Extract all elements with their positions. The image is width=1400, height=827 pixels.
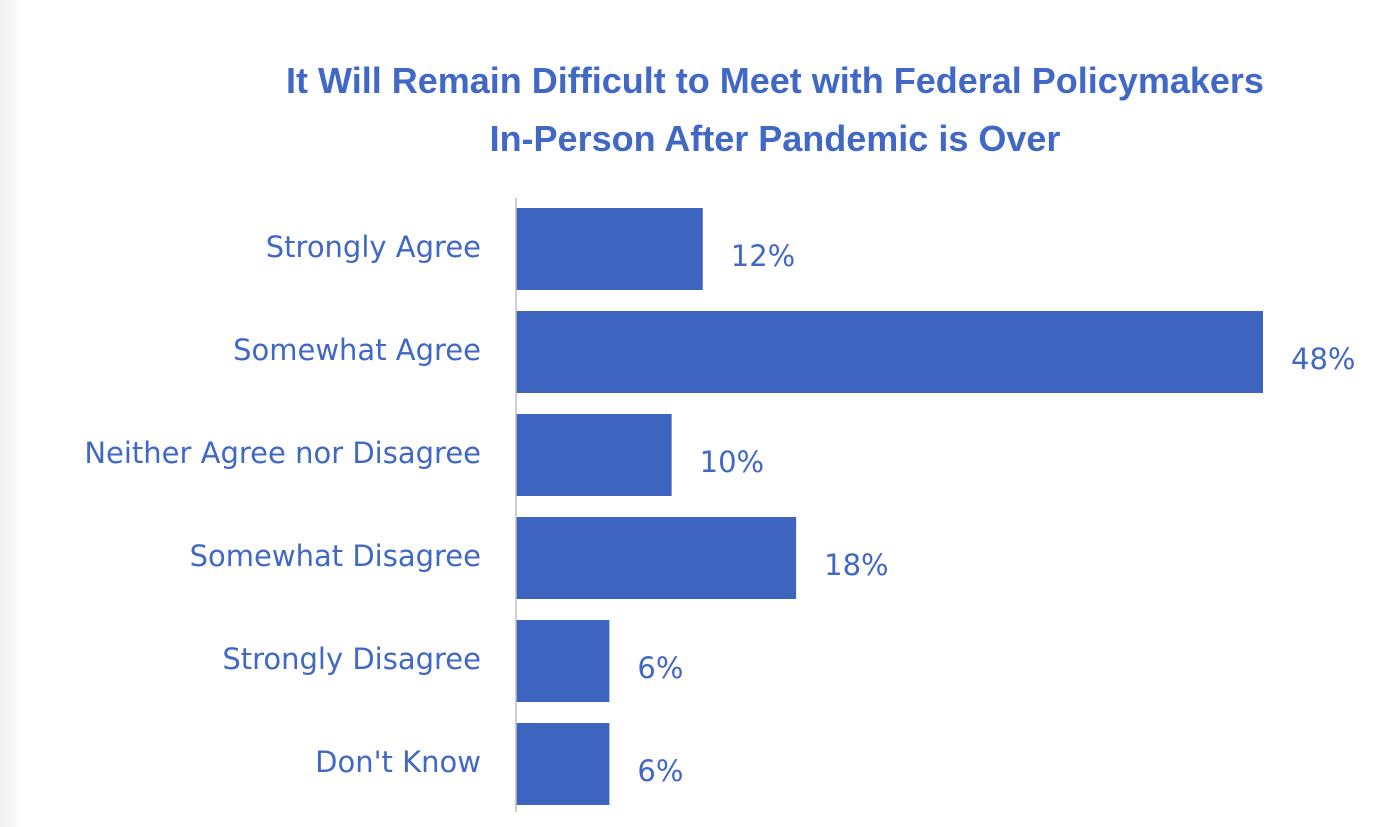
category-label: Somewhat Agree bbox=[233, 333, 481, 367]
category-label: Don't Know bbox=[315, 745, 481, 779]
chart-title-line-1: It Will Remain Difficult to Meet with Fe… bbox=[286, 60, 1264, 101]
category-label: Somewhat Disagree bbox=[190, 539, 481, 573]
chart-title-line-2: In-Person After Pandemic is Over bbox=[489, 118, 1061, 159]
category-label: Neither Agree nor Disagree bbox=[84, 436, 481, 470]
bar-4 bbox=[516, 620, 610, 702]
value-label: 48% bbox=[1291, 342, 1355, 376]
bar-1 bbox=[516, 311, 1263, 393]
value-labels-layer: 12% 48% 10% 18% 6% 6% bbox=[637, 239, 1355, 788]
bars-layer bbox=[516, 208, 1263, 805]
chart-title: It Will Remain Difficult to Meet with Fe… bbox=[160, 52, 1390, 168]
category-label: Strongly Agree bbox=[266, 230, 481, 264]
bar-3 bbox=[516, 517, 797, 599]
category-label: Strongly Disagree bbox=[222, 642, 481, 676]
bar-0 bbox=[516, 208, 703, 290]
bar-2 bbox=[516, 414, 672, 496]
bar-5 bbox=[516, 723, 610, 805]
value-label: 6% bbox=[637, 651, 683, 685]
page-left-edge bbox=[0, 0, 24, 827]
value-label: 6% bbox=[637, 754, 683, 788]
category-labels-layer: Strongly Agree Somewhat Agree Neither Agre… bbox=[84, 230, 481, 779]
value-label: 12% bbox=[731, 239, 795, 273]
value-label: 10% bbox=[700, 445, 764, 479]
value-label: 18% bbox=[824, 548, 888, 582]
